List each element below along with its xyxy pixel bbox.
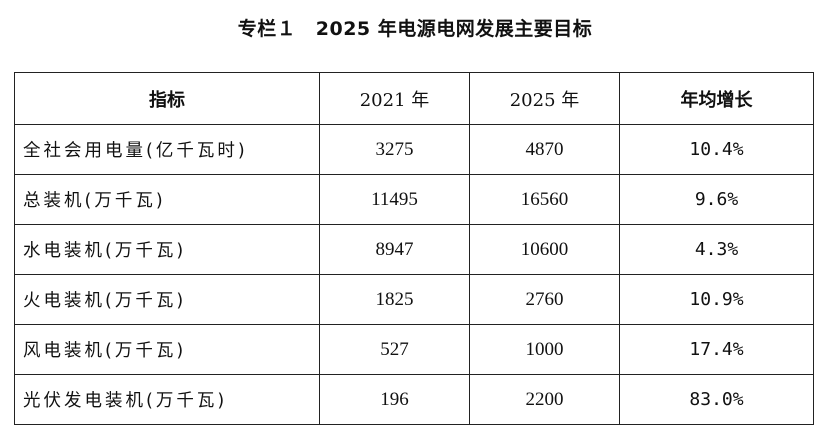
annual-growth-value: 83.0%: [619, 374, 814, 425]
annual-growth-value: 10.4%: [619, 124, 814, 175]
indicator-name: 全社会用电量(亿千瓦时): [14, 124, 320, 175]
indicator-name: 火电装机(万千瓦): [14, 274, 320, 325]
header-annual-growth: 年均增长: [619, 72, 814, 125]
header-indicator: 指标: [14, 72, 320, 125]
indicator-name: 光伏发电装机(万千瓦): [14, 374, 320, 425]
value-2025: 1000: [469, 324, 620, 375]
table-caption: 专栏１ 2025 年电源电网发展主要目标: [237, 18, 593, 40]
value-2025: 10600: [469, 224, 620, 275]
value-2021: 11495: [319, 174, 470, 225]
value-2021: 527: [319, 324, 470, 375]
indicator-name: 风电装机(万千瓦): [14, 324, 320, 375]
value-2025: 4870: [469, 124, 620, 175]
table-row: 火电装机(万千瓦) 1825 2760 10.9%: [14, 274, 814, 325]
value-2021: 3275: [319, 124, 470, 175]
header-year-2025: 2025 年: [469, 72, 620, 125]
indicator-name: 水电装机(万千瓦): [14, 224, 320, 275]
value-2025: 2200: [469, 374, 620, 425]
header-year-2021: 2021 年: [319, 72, 470, 125]
targets-table: 指标 2021 年 2025 年 年均增长 全社会用电量(亿千瓦时) 3275 …: [14, 72, 814, 425]
table-row: 总装机(万千瓦) 11495 16560 9.6%: [14, 174, 814, 225]
annual-growth-value: 4.3%: [619, 224, 814, 275]
value-2021: 8947: [319, 224, 470, 275]
table-row: 光伏发电装机(万千瓦) 196 2200 83.0%: [14, 374, 814, 425]
header-row: 指标 2021 年 2025 年 年均增长: [14, 72, 814, 125]
value-2021: 1825: [319, 274, 470, 325]
annual-growth-value: 10.9%: [619, 274, 814, 325]
annual-growth-value: 9.6%: [619, 174, 814, 225]
value-2021: 196: [319, 374, 470, 425]
annual-growth-value: 17.4%: [619, 324, 814, 375]
table-row: 全社会用电量(亿千瓦时) 3275 4870 10.4%: [14, 124, 814, 175]
table-row: 风电装机(万千瓦) 527 1000 17.4%: [14, 324, 814, 375]
indicator-name: 总装机(万千瓦): [14, 174, 320, 225]
value-2025: 16560: [469, 174, 620, 225]
value-2025: 2760: [469, 274, 620, 325]
table-row: 水电装机(万千瓦) 8947 10600 4.3%: [14, 224, 814, 275]
